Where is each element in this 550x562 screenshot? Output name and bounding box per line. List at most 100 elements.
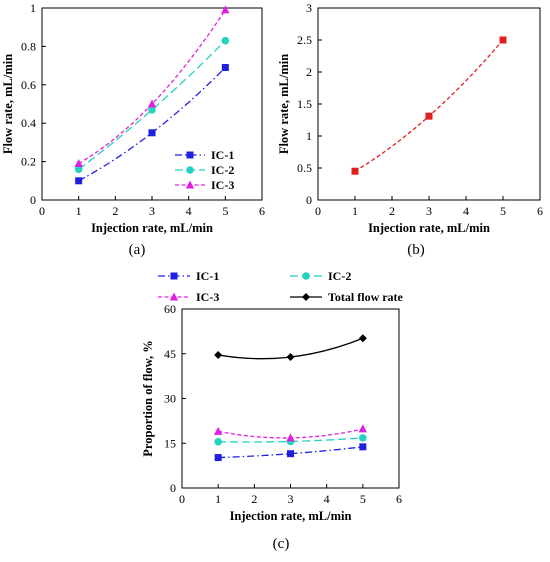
data-point bbox=[425, 112, 433, 120]
y-tick-label: 0.2 bbox=[21, 155, 36, 169]
series-ic-3 bbox=[213, 424, 368, 442]
legend-label: IC-2 bbox=[328, 269, 351, 283]
series-line bbox=[354, 39, 504, 172]
data-point bbox=[147, 99, 157, 108]
data-point bbox=[148, 129, 156, 137]
legend-item: IC-3 bbox=[158, 290, 219, 304]
data-point bbox=[221, 64, 229, 72]
legend-item: IC-2 bbox=[175, 163, 234, 177]
series-1 bbox=[351, 36, 507, 175]
legend-label: IC-1 bbox=[211, 148, 234, 162]
series-line bbox=[78, 67, 226, 182]
x-tick-label: 4 bbox=[324, 492, 330, 506]
legend-item: IC-2 bbox=[290, 269, 351, 283]
data-point bbox=[286, 353, 295, 362]
legend-label: IC-3 bbox=[211, 178, 234, 192]
data-point bbox=[214, 350, 223, 359]
legend-marker bbox=[302, 293, 310, 301]
data-point bbox=[221, 5, 230, 14]
x-tick-label: 5 bbox=[360, 492, 366, 506]
series-total-flow-rate bbox=[214, 334, 367, 362]
legend-label: IC-3 bbox=[196, 290, 219, 304]
y-tick-label: 45 bbox=[164, 347, 176, 361]
legend-label: Total flow rate bbox=[328, 290, 404, 304]
x-tick-label: 0 bbox=[39, 204, 45, 218]
x-tick-label: 1 bbox=[352, 204, 358, 218]
data-point bbox=[286, 433, 295, 442]
legend-item: IC-1 bbox=[175, 148, 234, 162]
chart-panel-1: 0 1 2 3 4 5 6 0 0.2 0.4 0.6 0.8 1 Injection rate, mL/… bbox=[1, 1, 265, 258]
data-point bbox=[358, 334, 367, 343]
x-tick-label: 5 bbox=[222, 204, 228, 218]
data-point bbox=[499, 36, 507, 44]
y-tick-label: 0 bbox=[170, 481, 176, 495]
y-tick-label: 0.8 bbox=[21, 39, 36, 53]
legend-marker bbox=[186, 166, 194, 174]
data-point bbox=[214, 437, 222, 446]
x-tick-label: 2 bbox=[112, 204, 118, 218]
y-tick-label: 1 bbox=[306, 129, 312, 143]
plot-frame bbox=[181, 308, 400, 489]
chart-panel-2: 0 1 2 3 4 5 6 0 0.5 1 1.5 2 2.5 3 Injection rate, mL/m… bbox=[277, 1, 543, 258]
y-tick-label: 3 bbox=[306, 1, 312, 15]
x-tick-label: 0 bbox=[179, 492, 185, 506]
data-point bbox=[359, 434, 367, 442]
y-tick-label: 1.5 bbox=[297, 97, 312, 111]
series-ic-2 bbox=[74, 36, 230, 174]
panel-label: (c) bbox=[273, 536, 290, 552]
panel-label: (b) bbox=[407, 242, 425, 258]
data-point bbox=[74, 159, 83, 168]
x-axis-label: Injection rate, mL/min bbox=[368, 221, 490, 235]
data-point bbox=[287, 450, 294, 458]
legend-label: IC-2 bbox=[211, 163, 234, 177]
x-tick-label: 2 bbox=[389, 204, 395, 218]
y-tick-label: 0.6 bbox=[21, 78, 36, 92]
series-line bbox=[218, 446, 363, 459]
x-axis-label: Injection rate, mL/min bbox=[230, 509, 352, 523]
x-tick-label: 0 bbox=[315, 204, 321, 218]
y-tick-label: 15 bbox=[164, 436, 176, 450]
x-axis-label: Injection rate, mL/min bbox=[91, 221, 213, 235]
x-tick-label: 6 bbox=[537, 204, 543, 218]
legend-item: IC-1 bbox=[158, 269, 219, 283]
x-tick-label: 1 bbox=[215, 492, 221, 506]
legend-marker bbox=[302, 272, 310, 280]
y-tick-label: 0 bbox=[306, 193, 312, 207]
data-point bbox=[221, 36, 230, 45]
legend-item: IC-3 bbox=[175, 178, 234, 192]
legend-marker bbox=[170, 272, 178, 280]
x-tick-label: 4 bbox=[186, 204, 192, 218]
y-axis-label: Flow rate, mL/min bbox=[1, 54, 15, 154]
x-tick-label: 3 bbox=[288, 492, 294, 506]
y-tick-label: 30 bbox=[164, 392, 176, 406]
data-point bbox=[74, 165, 83, 174]
y-tick-label: 0.5 bbox=[297, 161, 312, 175]
y-tick-label: 0 bbox=[30, 193, 36, 207]
x-tick-label: 4 bbox=[463, 204, 469, 218]
x-tick-label: 3 bbox=[426, 204, 432, 218]
legend-marker bbox=[185, 180, 195, 189]
legend-label: IC-1 bbox=[196, 269, 219, 283]
x-tick-label: 5 bbox=[500, 204, 506, 218]
legend-item: Total flow rate bbox=[290, 290, 404, 304]
series-line bbox=[78, 9, 226, 165]
data-point bbox=[213, 426, 223, 435]
data-point bbox=[214, 454, 222, 462]
x-tick-label: 1 bbox=[76, 204, 82, 218]
legend-marker bbox=[169, 292, 179, 301]
x-tick-label: 6 bbox=[259, 204, 265, 218]
data-point bbox=[75, 177, 83, 185]
y-tick-label: 0.4 bbox=[21, 116, 36, 130]
y-axis-label: Flow rate, mL/min bbox=[277, 54, 291, 154]
panel-label: (a) bbox=[129, 242, 146, 258]
data-point bbox=[148, 105, 156, 114]
x-tick-label: 6 bbox=[396, 492, 402, 506]
y-tick-label: 1 bbox=[30, 1, 36, 15]
x-tick-label: 3 bbox=[149, 204, 155, 218]
x-tick-label: 2 bbox=[251, 492, 257, 506]
data-point bbox=[358, 424, 368, 433]
data-point bbox=[359, 443, 367, 451]
series-ic-1 bbox=[75, 64, 229, 185]
